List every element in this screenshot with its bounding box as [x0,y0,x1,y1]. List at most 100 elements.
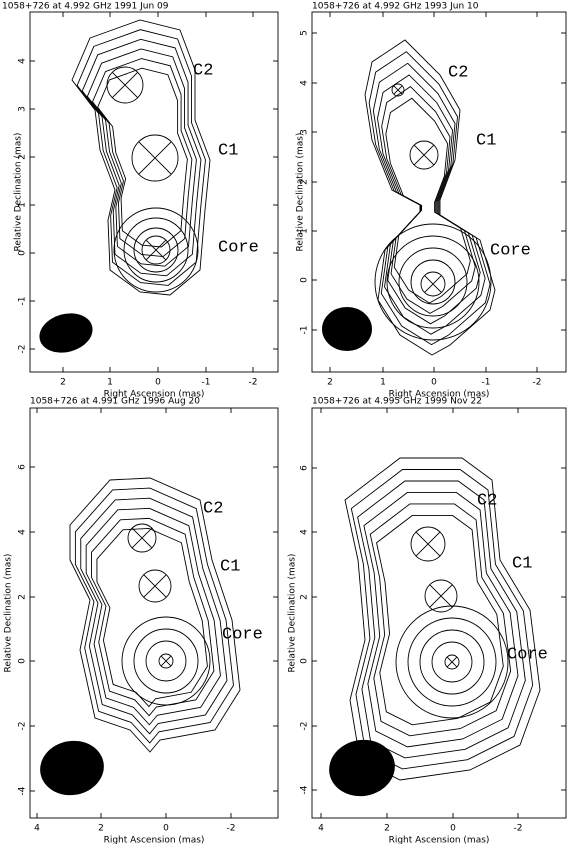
component-cross [446,656,458,668]
component-label: Core [490,241,531,260]
x-tick-label: -2 [249,378,258,388]
contour [344,457,541,781]
contour [350,469,534,770]
component-label: C1 [512,554,532,573]
component-circle [409,140,439,170]
contour [97,67,188,248]
y-tick-label: -4 [300,785,310,794]
y-tick-label: 1 [18,202,28,208]
contour [91,517,215,717]
component-cross [413,144,435,166]
y-tick-label: 3 [18,106,28,112]
x-tick-label: 4 [318,824,324,834]
component-label: C2 [477,491,497,510]
frame [29,11,279,373]
component-circle [131,134,179,182]
contour [364,39,496,356]
x-tick-label: 0 [163,824,169,834]
beam [329,739,395,797]
contour [407,617,497,707]
contour [419,629,485,695]
contour [372,62,486,335]
y-tick-label: 1 [300,228,310,234]
y-axis-label: Relative Declination (mas) [296,133,306,252]
contour [86,48,197,267]
y-tick-label: 6 [300,465,310,471]
y-axis-label: Relative Declination (mas) [14,133,24,252]
contour [85,507,221,726]
contour [395,605,509,719]
contour [113,207,199,293]
component-label: Core [507,645,548,664]
x-tick-label: 0 [431,378,437,388]
contour [385,97,471,304]
contour [74,487,234,744]
panel-title: 1058+726 at 4.991 GHz 1996 Aug 20 [30,397,200,407]
y-tick-label: 4 [18,58,28,64]
y-tick-label: 2 [18,154,28,160]
contour [376,515,504,726]
y-tick-label: 0 [18,658,28,664]
contour [357,480,526,759]
component-circle [106,66,144,104]
component-cross [393,85,403,95]
x-tick-label: 2 [98,824,104,834]
contour [80,497,228,735]
contour [363,492,519,748]
component-label: Core [222,625,263,644]
component-label: C2 [203,499,223,518]
contour [369,503,512,737]
component-cross [429,584,453,608]
contour [133,628,199,694]
panel-title: 1058+726 at 4.992 GHz 1993 Jun 10 [312,2,479,12]
panel: 1058+726 at 4.991 GHz 1996 Aug 20 4 2 0 -2 6 4… [4,397,279,844]
contour [386,235,480,329]
beam [39,313,93,353]
contour [123,217,189,283]
panel: 1058+726 at 4.992 GHz 1991 Jun 09 2 1 0 -1 -2… [2,2,279,400]
component-circle [141,235,171,265]
y-tick-label: 0 [300,658,310,664]
x-tick-label: -2 [533,378,542,388]
y-tick-label: 2 [300,594,310,600]
contour [374,223,492,341]
panel-title: 1058+726 at 4.992 GHz 1991 Jun 09 [2,2,169,12]
contour [121,616,211,706]
x-tick-label: -2 [514,824,523,834]
component-cross [143,574,167,598]
y-tick-label: 4 [300,80,310,86]
contour [76,29,206,286]
x-tick-label: -1 [202,378,211,388]
contour [96,528,208,708]
x-tick-label: 0 [450,824,456,834]
component-cross [145,239,167,261]
frame [29,407,279,819]
x-axis-label: Right Ascension (mas) [104,836,205,844]
component-label: C2 [193,61,213,80]
x-axis-label: Right Ascension (mas) [389,390,490,400]
component-circle [424,579,458,613]
component-circle [158,653,174,669]
contour [431,641,473,683]
component-cross [138,141,172,175]
component-circle [444,654,460,670]
contour [398,247,468,317]
x-tick-label: 2 [327,378,333,388]
x-tick-label: 1 [380,378,386,388]
component-label: C2 [448,63,468,82]
x-tick-label: 0 [155,378,161,388]
contour [69,477,241,753]
frame [311,11,567,373]
panel: 1058+726 at 4.992 GHz 1993 Jun 10 2 1 0 -1 -2… [296,2,567,400]
panel-title: 1058+726 at 4.995 GHz 1999 Nov 22 [312,397,482,407]
y-tick-label: -2 [300,722,310,731]
panel: 1058+726 at 4.995 GHz 1999 Nov 22 4 2 0 -2 6 4… [288,397,567,844]
y-tick-label: 4 [18,529,28,535]
y-tick-label: 4 [300,529,310,535]
component-circle [410,526,446,562]
component-cross [160,655,172,667]
component-label: C1 [220,557,240,576]
y-tick-label: 6 [18,464,28,470]
y-tick-label: 0 [300,277,310,283]
